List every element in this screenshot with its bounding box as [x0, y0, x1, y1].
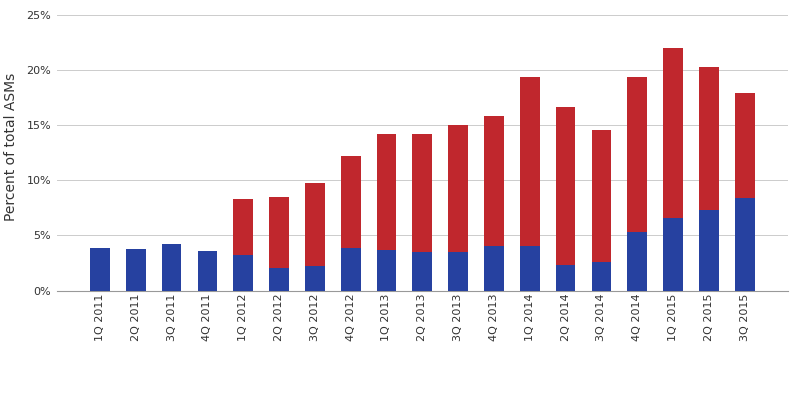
Bar — [413, 134, 432, 252]
Bar — [90, 248, 110, 290]
Bar — [126, 249, 146, 290]
Bar — [556, 107, 576, 265]
Bar — [197, 251, 217, 290]
Y-axis label: Percent of total ASMs: Percent of total ASMs — [4, 73, 18, 222]
Bar — [484, 117, 504, 247]
Bar — [663, 48, 683, 218]
Bar — [162, 244, 181, 290]
Bar — [520, 77, 539, 247]
Bar — [592, 130, 611, 262]
Bar — [234, 199, 253, 255]
Bar — [377, 134, 396, 250]
Bar — [699, 210, 719, 290]
Bar — [663, 218, 683, 290]
Bar — [305, 266, 325, 290]
Bar — [699, 67, 719, 210]
Bar — [377, 250, 396, 290]
Bar — [341, 156, 360, 248]
Bar — [592, 262, 611, 290]
Bar — [269, 197, 289, 269]
Bar — [627, 232, 647, 290]
Bar — [269, 269, 289, 290]
Bar — [520, 247, 539, 290]
Bar — [556, 265, 576, 290]
Bar — [448, 125, 468, 252]
Bar — [448, 252, 468, 290]
Bar — [735, 198, 755, 290]
Bar — [484, 247, 504, 290]
Bar — [341, 248, 360, 290]
Bar — [627, 77, 647, 232]
Bar — [234, 255, 253, 290]
Bar — [305, 183, 325, 266]
Bar — [735, 93, 755, 198]
Bar — [413, 252, 432, 290]
